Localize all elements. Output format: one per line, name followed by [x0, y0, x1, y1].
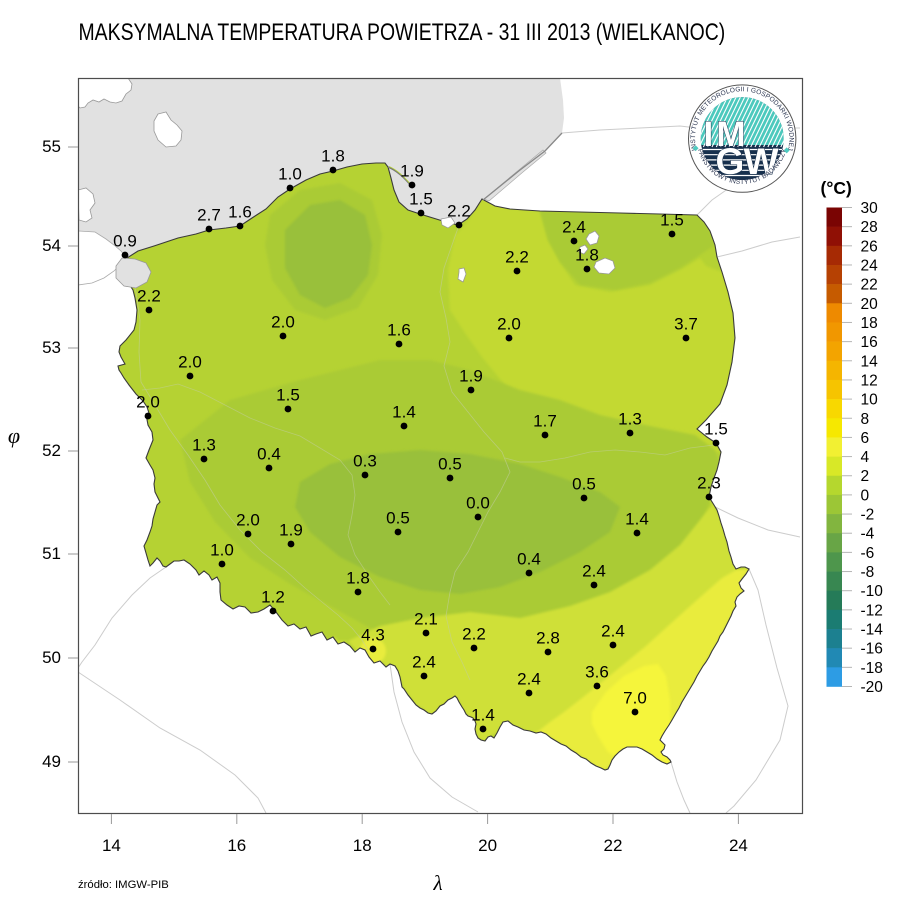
svg-text:MAKSYMALNA TEMPERATURA POWIETR: MAKSYMALNA TEMPERATURA POWIETRZA - 31 II… [79, 18, 726, 45]
svg-text:54: 54 [42, 236, 61, 255]
svg-text:2.7: 2.7 [197, 206, 221, 225]
svg-text:14: 14 [861, 353, 879, 370]
svg-text:6: 6 [861, 430, 870, 447]
svg-text:2.4: 2.4 [582, 562, 606, 581]
svg-text:20: 20 [478, 836, 497, 855]
svg-text:-8: -8 [861, 564, 875, 581]
svg-text:1.3: 1.3 [618, 410, 642, 429]
svg-text:1.6: 1.6 [387, 321, 411, 340]
svg-text:1.5: 1.5 [704, 420, 728, 439]
svg-text:1.8: 1.8 [346, 569, 370, 588]
svg-text:0.4: 0.4 [517, 550, 541, 569]
svg-text:1.8: 1.8 [321, 147, 345, 166]
svg-text:2.0: 2.0 [178, 353, 202, 372]
svg-text:0: 0 [861, 487, 870, 504]
svg-text:2.2: 2.2 [505, 248, 529, 267]
svg-text:1.4: 1.4 [392, 403, 416, 422]
svg-text:1.4: 1.4 [471, 706, 495, 725]
svg-text:φ: φ [8, 423, 20, 448]
svg-text:-20: -20 [861, 679, 884, 696]
svg-text:2.8: 2.8 [536, 629, 560, 648]
svg-text:0.0: 0.0 [466, 494, 490, 513]
svg-text:2.4: 2.4 [412, 653, 436, 672]
svg-text:2.0: 2.0 [271, 313, 295, 332]
svg-text:-10: -10 [861, 583, 884, 600]
svg-text:1.9: 1.9 [400, 162, 424, 181]
svg-text:30: 30 [861, 200, 879, 217]
svg-text:3.7: 3.7 [674, 315, 698, 334]
svg-text:18: 18 [353, 836, 372, 855]
svg-text:4: 4 [861, 449, 870, 466]
svg-text:2.1: 2.1 [414, 610, 438, 629]
svg-text:-2: -2 [861, 507, 875, 524]
svg-text:2.4: 2.4 [601, 622, 625, 641]
svg-text:0.3: 0.3 [353, 452, 377, 471]
svg-text:50: 50 [42, 648, 61, 667]
svg-text:1.9: 1.9 [279, 521, 303, 540]
svg-text:49: 49 [42, 752, 61, 771]
svg-text:51: 51 [42, 544, 61, 563]
svg-text:1.2: 1.2 [261, 588, 285, 607]
svg-text:12: 12 [861, 372, 878, 389]
svg-text:28: 28 [861, 219, 878, 236]
svg-text:0.5: 0.5 [438, 455, 462, 474]
svg-text:źródło: IMGW-PIB: źródło: IMGW-PIB [78, 879, 169, 891]
svg-text:52: 52 [42, 441, 61, 460]
svg-text:55: 55 [42, 137, 61, 156]
svg-text:-12: -12 [861, 602, 883, 619]
svg-text:7.0: 7.0 [623, 689, 647, 708]
svg-text:GW: GW [716, 141, 779, 182]
svg-text:8: 8 [861, 411, 870, 428]
svg-text:2.4: 2.4 [562, 218, 586, 237]
svg-text:2.2: 2.2 [137, 287, 161, 306]
svg-text:1.0: 1.0 [210, 541, 234, 560]
svg-text:3.6: 3.6 [585, 663, 609, 682]
svg-text:0.5: 0.5 [386, 509, 410, 528]
svg-text:4.3: 4.3 [361, 626, 385, 645]
svg-text:1.6: 1.6 [228, 203, 252, 222]
svg-text:2.0: 2.0 [136, 393, 160, 412]
svg-text:0.4: 0.4 [257, 445, 281, 464]
svg-text:22: 22 [604, 836, 623, 855]
svg-text:16: 16 [861, 334, 878, 351]
svg-text:1.4: 1.4 [625, 510, 649, 529]
svg-text:24: 24 [861, 257, 879, 274]
svg-text:18: 18 [861, 315, 878, 332]
svg-text:14: 14 [102, 836, 121, 855]
svg-text:20: 20 [861, 296, 879, 313]
svg-text:1.8: 1.8 [575, 246, 599, 265]
svg-text:2.2: 2.2 [447, 202, 471, 221]
svg-text:0.5: 0.5 [572, 475, 596, 494]
svg-text:1.5: 1.5 [409, 190, 433, 209]
svg-text:-6: -6 [861, 545, 875, 562]
svg-text:53: 53 [42, 338, 61, 357]
svg-text:2.3: 2.3 [697, 474, 721, 493]
svg-text:1.5: 1.5 [660, 211, 684, 230]
svg-text:(°C): (°C) [821, 178, 852, 198]
svg-text:IM: IM [704, 115, 746, 154]
svg-text:-16: -16 [861, 641, 883, 658]
svg-text:2: 2 [861, 468, 870, 485]
svg-text:16: 16 [227, 836, 246, 855]
svg-text:-18: -18 [861, 660, 883, 677]
svg-text:1.3: 1.3 [192, 436, 216, 455]
svg-text:24: 24 [729, 836, 748, 855]
svg-text:-14: -14 [861, 622, 884, 639]
svg-text:λ: λ [432, 871, 442, 895]
svg-text:1.9: 1.9 [459, 367, 483, 386]
svg-text:2.0: 2.0 [236, 511, 260, 530]
svg-text:22: 22 [861, 277, 878, 294]
svg-text:1.5: 1.5 [276, 386, 300, 405]
svg-text:2.2: 2.2 [462, 625, 486, 644]
svg-text:0.9: 0.9 [113, 232, 137, 251]
svg-text:1.7: 1.7 [533, 412, 557, 431]
svg-text:2.0: 2.0 [497, 315, 521, 334]
svg-text:-4: -4 [861, 526, 875, 543]
svg-text:1.0: 1.0 [278, 165, 302, 184]
svg-text:26: 26 [861, 238, 878, 255]
svg-text:10: 10 [861, 392, 879, 409]
svg-text:2.4: 2.4 [517, 670, 541, 689]
